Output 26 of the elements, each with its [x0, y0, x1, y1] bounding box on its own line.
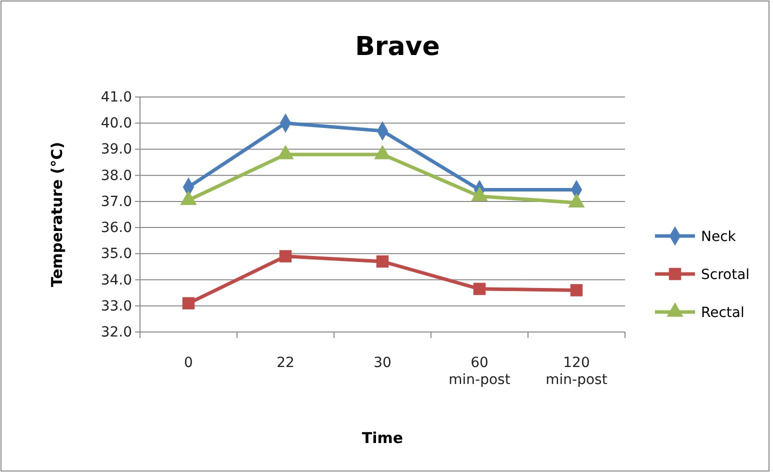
- y-tick-label: 36.0: [100, 220, 132, 236]
- y-tick-label: 32.0: [100, 324, 132, 340]
- x-tick-label: 22: [276, 355, 294, 371]
- x-tick-label: 0: [184, 355, 193, 371]
- y-tick-label: 37.0: [100, 194, 132, 210]
- point: [376, 255, 389, 268]
- y-axis-title: Temperature (°C): [48, 142, 66, 288]
- point: [570, 284, 583, 296]
- y-tick-label: 38.0: [100, 168, 132, 184]
- point: [473, 282, 486, 296]
- y-tick-label: 39.0: [100, 142, 132, 158]
- legend-label: Neck: [701, 229, 737, 245]
- x-tick-label: 30: [374, 355, 392, 371]
- x-axis-title: Time: [362, 429, 404, 447]
- x-tick-label: 60 min-post: [448, 355, 511, 388]
- y-tick-label: 35.0: [100, 246, 132, 262]
- y-tick-label: 34.0: [100, 272, 132, 288]
- y-tick-label: 40.0: [100, 116, 132, 132]
- point: [182, 297, 195, 310]
- point: [279, 250, 292, 262]
- legend-label: Rectal: [701, 305, 744, 321]
- legend-label: Scrotal: [701, 267, 750, 283]
- x-tick-label: 120 min-post: [546, 355, 608, 388]
- y-tick-label: 41.0: [100, 89, 132, 106]
- y-tick-label: 33.0: [100, 298, 132, 314]
- chart-title: Brave: [355, 32, 440, 62]
